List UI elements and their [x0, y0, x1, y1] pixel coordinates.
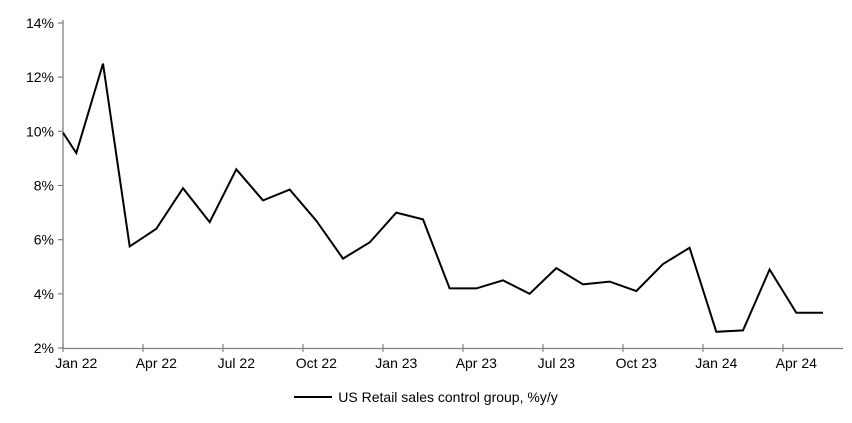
x-axis-label: Jul 22: [218, 355, 256, 371]
chart-legend: US Retail sales control group, %y/y: [0, 389, 852, 405]
x-axis-label: Jan 23: [375, 355, 417, 371]
legend-line-swatch: [294, 396, 333, 398]
legend-label: US Retail sales control group, %y/y: [338, 389, 558, 405]
x-axis-label: Apr 22: [136, 355, 177, 371]
y-axis-label: 8%: [34, 178, 54, 194]
y-axis-label: 2%: [34, 340, 54, 356]
x-axis-label: Oct 22: [296, 355, 337, 371]
y-axis-label: 14%: [26, 15, 54, 31]
plot-area: 2% 4% 6% 8% 10% 12% 14% Jan 22 Apr 22 Jul 22 Oct 2…: [26, 15, 843, 371]
x-axis-label: Jan 24: [695, 355, 737, 371]
x-axis-label: Jul 23: [538, 355, 576, 371]
x-axis-label: Oct 23: [616, 355, 657, 371]
x-axis-label: Apr 24: [776, 355, 817, 371]
series-line: [62, 63, 823, 333]
y-axis-label: 10%: [26, 123, 54, 139]
y-axis-label: 4%: [34, 286, 54, 302]
y-axis-label: 12%: [26, 69, 54, 85]
x-axis-label: Jan 22: [55, 355, 97, 371]
y-axis-label: 6%: [34, 232, 54, 248]
x-axis-label: Apr 23: [456, 355, 497, 371]
